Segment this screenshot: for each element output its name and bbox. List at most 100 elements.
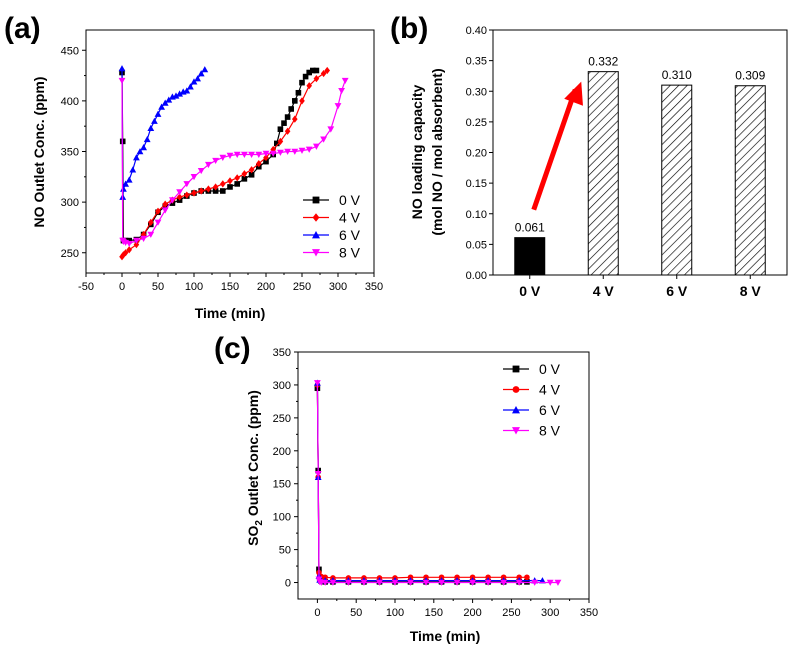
series-0-v <box>119 67 320 244</box>
data-point <box>183 181 191 188</box>
data-point <box>391 579 399 586</box>
data-point <box>133 241 140 249</box>
bar-value-label: 0.309 <box>735 69 765 83</box>
panel-c-y-axis-title: SO2 Outlet Conc. (ppm) <box>245 390 265 546</box>
y-tick-label: 400 <box>61 96 79 108</box>
bar-0-v <box>514 237 546 276</box>
data-point <box>277 149 284 156</box>
data-point <box>165 96 173 103</box>
data-point <box>360 579 368 586</box>
data-point <box>345 579 352 586</box>
panel-b-chart: (b) NO loading capacity (mol NO / mol ab… <box>390 12 788 299</box>
data-point <box>269 150 277 157</box>
data-point <box>469 579 476 586</box>
data-point <box>277 126 284 133</box>
data-point <box>190 78 198 85</box>
data-point <box>281 120 287 126</box>
data-point <box>338 87 345 95</box>
legend-marker <box>312 213 320 222</box>
x-tick-label: 4 V <box>593 283 615 299</box>
data-point <box>313 75 320 83</box>
x-tick-label: -50 <box>78 281 94 293</box>
data-point <box>154 219 162 226</box>
data-point <box>341 77 349 85</box>
data-point <box>158 103 165 110</box>
y-tick-label: 0.30 <box>466 86 487 98</box>
data-point <box>453 579 461 586</box>
series-line <box>316 382 543 582</box>
data-point <box>302 73 309 80</box>
data-point <box>292 115 298 123</box>
data-point <box>327 126 335 133</box>
data-point <box>248 166 255 174</box>
data-point <box>554 579 562 586</box>
data-point <box>306 82 312 90</box>
data-point <box>334 103 342 110</box>
x-tick-label: 8 V <box>740 283 762 299</box>
y-tick-label: 0.00 <box>466 270 487 282</box>
x-tick-label: 250 <box>502 607 520 619</box>
data-point <box>321 579 329 586</box>
data-point <box>233 151 241 158</box>
y-tick-label: 200 <box>273 446 291 458</box>
x-tick-label: 200 <box>463 607 481 619</box>
legend-marker <box>312 249 320 257</box>
legend-marker <box>312 231 320 239</box>
data-point <box>407 579 414 586</box>
y-tick-label: 300 <box>61 197 79 209</box>
y-tick-label: 0.35 <box>466 56 487 68</box>
data-point <box>227 177 233 185</box>
annotation-arrow-head <box>564 81 583 106</box>
panel-c-label: (c) <box>214 332 251 365</box>
data-point <box>284 114 291 120</box>
data-point <box>277 137 284 145</box>
data-point <box>148 218 154 226</box>
series-4-v <box>314 382 530 581</box>
x-tick-label: 0 <box>119 281 125 293</box>
panel-c-chart: (c) Time (min) SO2 Outlet Conc. (ppm) 0 5… <box>214 332 598 644</box>
y-tick-label: 300 <box>273 380 291 392</box>
data-point <box>155 207 161 215</box>
data-point <box>176 189 183 196</box>
series-8-v <box>314 380 562 586</box>
data-point <box>125 240 133 248</box>
data-point <box>305 146 313 153</box>
data-point <box>205 161 212 169</box>
data-point <box>154 110 162 117</box>
data-point <box>122 249 129 257</box>
y-tick-label: 0.25 <box>466 117 487 129</box>
data-point <box>263 158 269 165</box>
data-point <box>263 153 269 162</box>
legend-marker <box>312 196 320 204</box>
y-tick-label: 350 <box>273 347 291 359</box>
x-tick-label: 50 <box>350 607 362 619</box>
series-line <box>121 80 346 245</box>
data-point <box>422 579 430 586</box>
data-point <box>212 183 219 191</box>
panel-b-y-axis-title-line1: NO loading capacity <box>409 84 425 219</box>
data-point <box>140 235 147 242</box>
legend-entry: 8 V <box>303 245 361 261</box>
x-tick-label: 250 <box>293 281 311 293</box>
annotation-arrow-shaft <box>531 88 578 211</box>
data-point <box>118 65 126 72</box>
bar-value-label: 0.332 <box>588 55 618 69</box>
data-point <box>500 579 508 586</box>
data-point <box>219 154 227 161</box>
data-point <box>255 151 263 158</box>
data-point <box>284 127 291 135</box>
data-point <box>524 579 530 585</box>
data-point <box>161 99 169 106</box>
data-point <box>320 136 327 143</box>
series-4-v <box>119 66 330 261</box>
legend-label: 0 V <box>539 361 561 377</box>
plot-frame <box>297 351 590 600</box>
x-tick-label: 50 <box>152 281 164 293</box>
series-line <box>316 388 527 583</box>
data-point <box>241 151 248 158</box>
y-tick-label: 100 <box>273 512 291 524</box>
plot-frame <box>85 29 375 274</box>
x-tick-label: 300 <box>541 607 559 619</box>
panel-c-y-axis-title-rest: Outlet Conc. (ppm) <box>245 390 261 520</box>
data-point <box>227 184 233 190</box>
